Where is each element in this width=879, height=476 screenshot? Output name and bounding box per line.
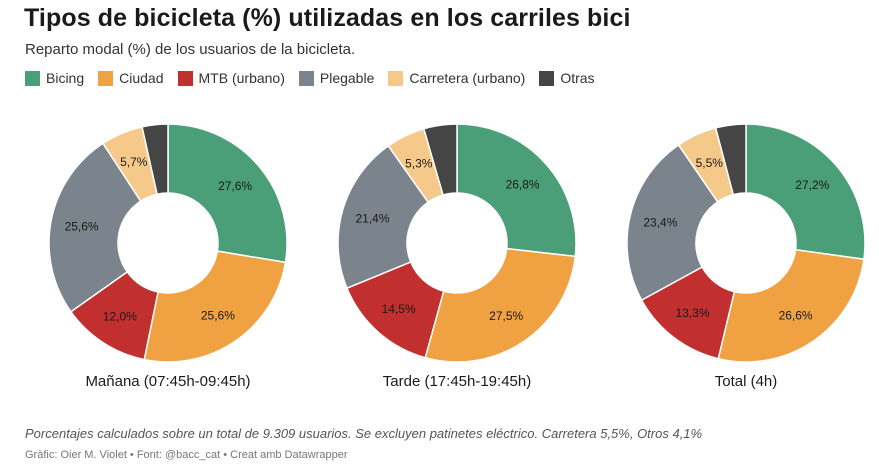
legend-item-plegable: Plegable: [298, 70, 375, 86]
slice-label-bicing: 27,6%: [218, 179, 252, 193]
chart-title: Tipos de bicicleta (%) utilizadas en los…: [24, 4, 631, 32]
slice-otras: [141, 123, 169, 196]
legend-label: MTB (urbano): [198, 70, 285, 86]
credits: Gràfic: Oier M. Violet • Font: @bacc_cat…: [25, 449, 348, 461]
slice-label-bicing: 27,2%: [795, 178, 829, 192]
footnote: Porcentajes calculados sobre un total de…: [25, 426, 703, 441]
legend-swatch: [388, 70, 404, 86]
slice-otras: [422, 123, 458, 196]
legend-swatch: [98, 70, 114, 86]
slice-plegable: [48, 142, 142, 313]
slice-label-bicing: 26,8%: [506, 177, 540, 191]
legend-label: Bicing: [46, 70, 85, 86]
legend-item-bicing: Bicing: [25, 70, 84, 86]
slice-label-ciudad: 26,6%: [779, 309, 813, 323]
chart-caption-manana: Mañana (07:45h-09:45h): [85, 373, 251, 390]
legend-swatch: [177, 70, 193, 86]
slice-label-plegable: 23,4%: [643, 216, 677, 230]
slice-bicing: [167, 123, 288, 264]
slice-plegable: [337, 144, 430, 290]
legend-swatch: [298, 70, 314, 86]
slice-otras: [714, 123, 747, 196]
donut-total: 27,2% 26,6% 13,3% 23,4% 5,5%: [626, 123, 866, 363]
slice-label-plegable: 25,6%: [65, 220, 99, 234]
slice-label-ciudad: 25,6%: [201, 309, 235, 323]
legend-item-ciudad: Ciudad: [98, 70, 164, 86]
legend-label: Otras: [560, 70, 595, 86]
chart-caption-total: Total (4h): [714, 373, 778, 390]
slice-label-mtb-urbano: 14,5%: [382, 302, 416, 316]
legend-item-otras: Otras: [539, 70, 595, 86]
chart-caption-tarde: Tarde (17:45h-19:45h): [382, 373, 532, 390]
donut-tarde: 26,8% 27,5% 14,5% 21,4% 5,3%: [337, 123, 577, 363]
slice-ciudad: [143, 250, 287, 363]
chart-subtitle: Reparto modal (%) de los usuarios de la …: [25, 41, 356, 58]
donut-ma-ana: 27,6% 25,6% 12,0% 25,6% 5,7%: [48, 123, 288, 363]
legend-swatch: [539, 70, 555, 86]
slice-label-carretera-urbano: 5,5%: [696, 156, 724, 170]
legend-item-mtb: MTB (urbano): [177, 70, 285, 86]
slice-label-mtb-urbano: 13,3%: [675, 306, 709, 320]
legend-label: Plegable: [319, 70, 375, 86]
legend: Bicing Ciudad MTB (urbano) Plegable Carr…: [25, 70, 609, 86]
slice-label-carretera-urbano: 5,3%: [405, 157, 433, 171]
slice-label-ciudad: 27,5%: [489, 309, 523, 323]
legend-item-carretera: Carretera (urbano): [388, 70, 525, 86]
legend-label: Ciudad: [119, 70, 164, 86]
slice-bicing: [745, 123, 866, 261]
legend-label: Carretera (urbano): [409, 70, 526, 86]
slice-label-plegable: 21,4%: [355, 211, 389, 225]
legend-swatch: [25, 70, 40, 86]
slice-plegable: [626, 143, 719, 302]
slice-label-mtb-urbano: 12,0%: [103, 310, 137, 324]
slice-bicing: [456, 123, 577, 258]
slice-ciudad: [717, 248, 865, 363]
slice-ciudad: [424, 247, 577, 363]
slice-label-carretera-urbano: 5,7%: [120, 155, 148, 169]
